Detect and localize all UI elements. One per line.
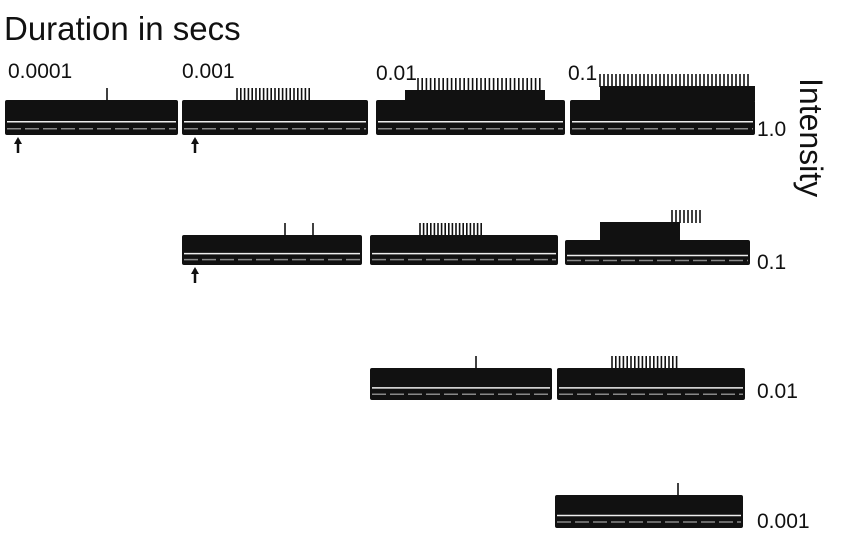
- trace-burst: [600, 86, 755, 101]
- duration-label: 0.001: [182, 60, 235, 83]
- trace-panel: [182, 235, 362, 265]
- trace-panel: [376, 100, 565, 135]
- trace-panel: [370, 368, 552, 400]
- duration-label: 0.01: [376, 62, 417, 85]
- trace-panel: [370, 235, 558, 265]
- intensity-label: 0.1: [757, 251, 786, 274]
- duration-label: 0.1: [568, 62, 597, 85]
- trace-panel: [555, 495, 743, 528]
- trace-panel: [5, 100, 178, 135]
- trace-burst: [600, 222, 680, 241]
- intensity-axis-label: Intensity: [793, 78, 829, 197]
- figure: Duration in secs 0.0001 0.001 0.01 0.1 I…: [0, 0, 847, 534]
- trace-panel: [182, 100, 368, 135]
- stimulus-arrowhead: [14, 137, 22, 144]
- stimulus-arrowhead: [191, 137, 199, 144]
- title: Duration in secs: [4, 10, 241, 47]
- stimulus-arrowhead: [191, 267, 199, 274]
- intensity-label: 0.01: [757, 380, 798, 403]
- intensity-label: 1.0: [757, 118, 786, 141]
- duration-label: 0.0001: [8, 60, 72, 83]
- trace-panel: [557, 368, 745, 400]
- intensity-label: 0.001: [757, 510, 810, 533]
- trace-burst: [405, 90, 545, 101]
- trace-panel: [570, 100, 755, 135]
